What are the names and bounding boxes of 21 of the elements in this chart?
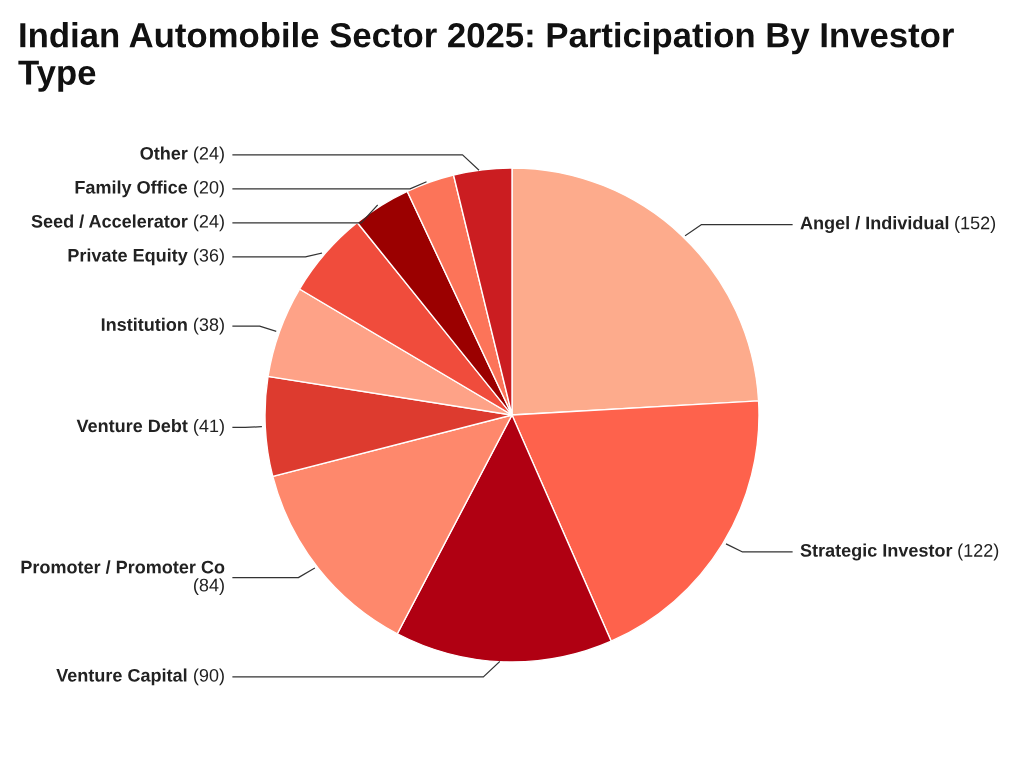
data-label: (122) (958, 543, 999, 561)
slice-label: Angel / Individual (800, 216, 949, 233)
slice-label: Other (140, 146, 188, 160)
data-label: (41) (194, 418, 224, 436)
data-label: (24) (194, 146, 224, 164)
data-label: (84) (194, 578, 224, 596)
chart-title: Indian Automobile Sector 2025: Participation By Investor Type (18, 22, 954, 92)
data-label: (20) (194, 180, 224, 198)
slice-label: Venture Debt (76, 418, 188, 433)
slice-label: Venture Capital (56, 668, 187, 686)
data-label: (36) (194, 248, 224, 266)
data-label: (38) (194, 317, 224, 335)
data-label: (90) (194, 668, 224, 686)
data-label: (24) (194, 214, 224, 232)
slice-label: Promoter / Promoter Co (21, 560, 225, 574)
slice-label: Private Equity (68, 248, 188, 266)
data-label: (152) (955, 216, 996, 233)
slice-label: Seed / Accelerator (31, 214, 188, 228)
slice-label: Family Office (75, 180, 188, 198)
slice-label: Institution (101, 317, 187, 331)
slice-label: Strategic Investor (800, 543, 953, 561)
